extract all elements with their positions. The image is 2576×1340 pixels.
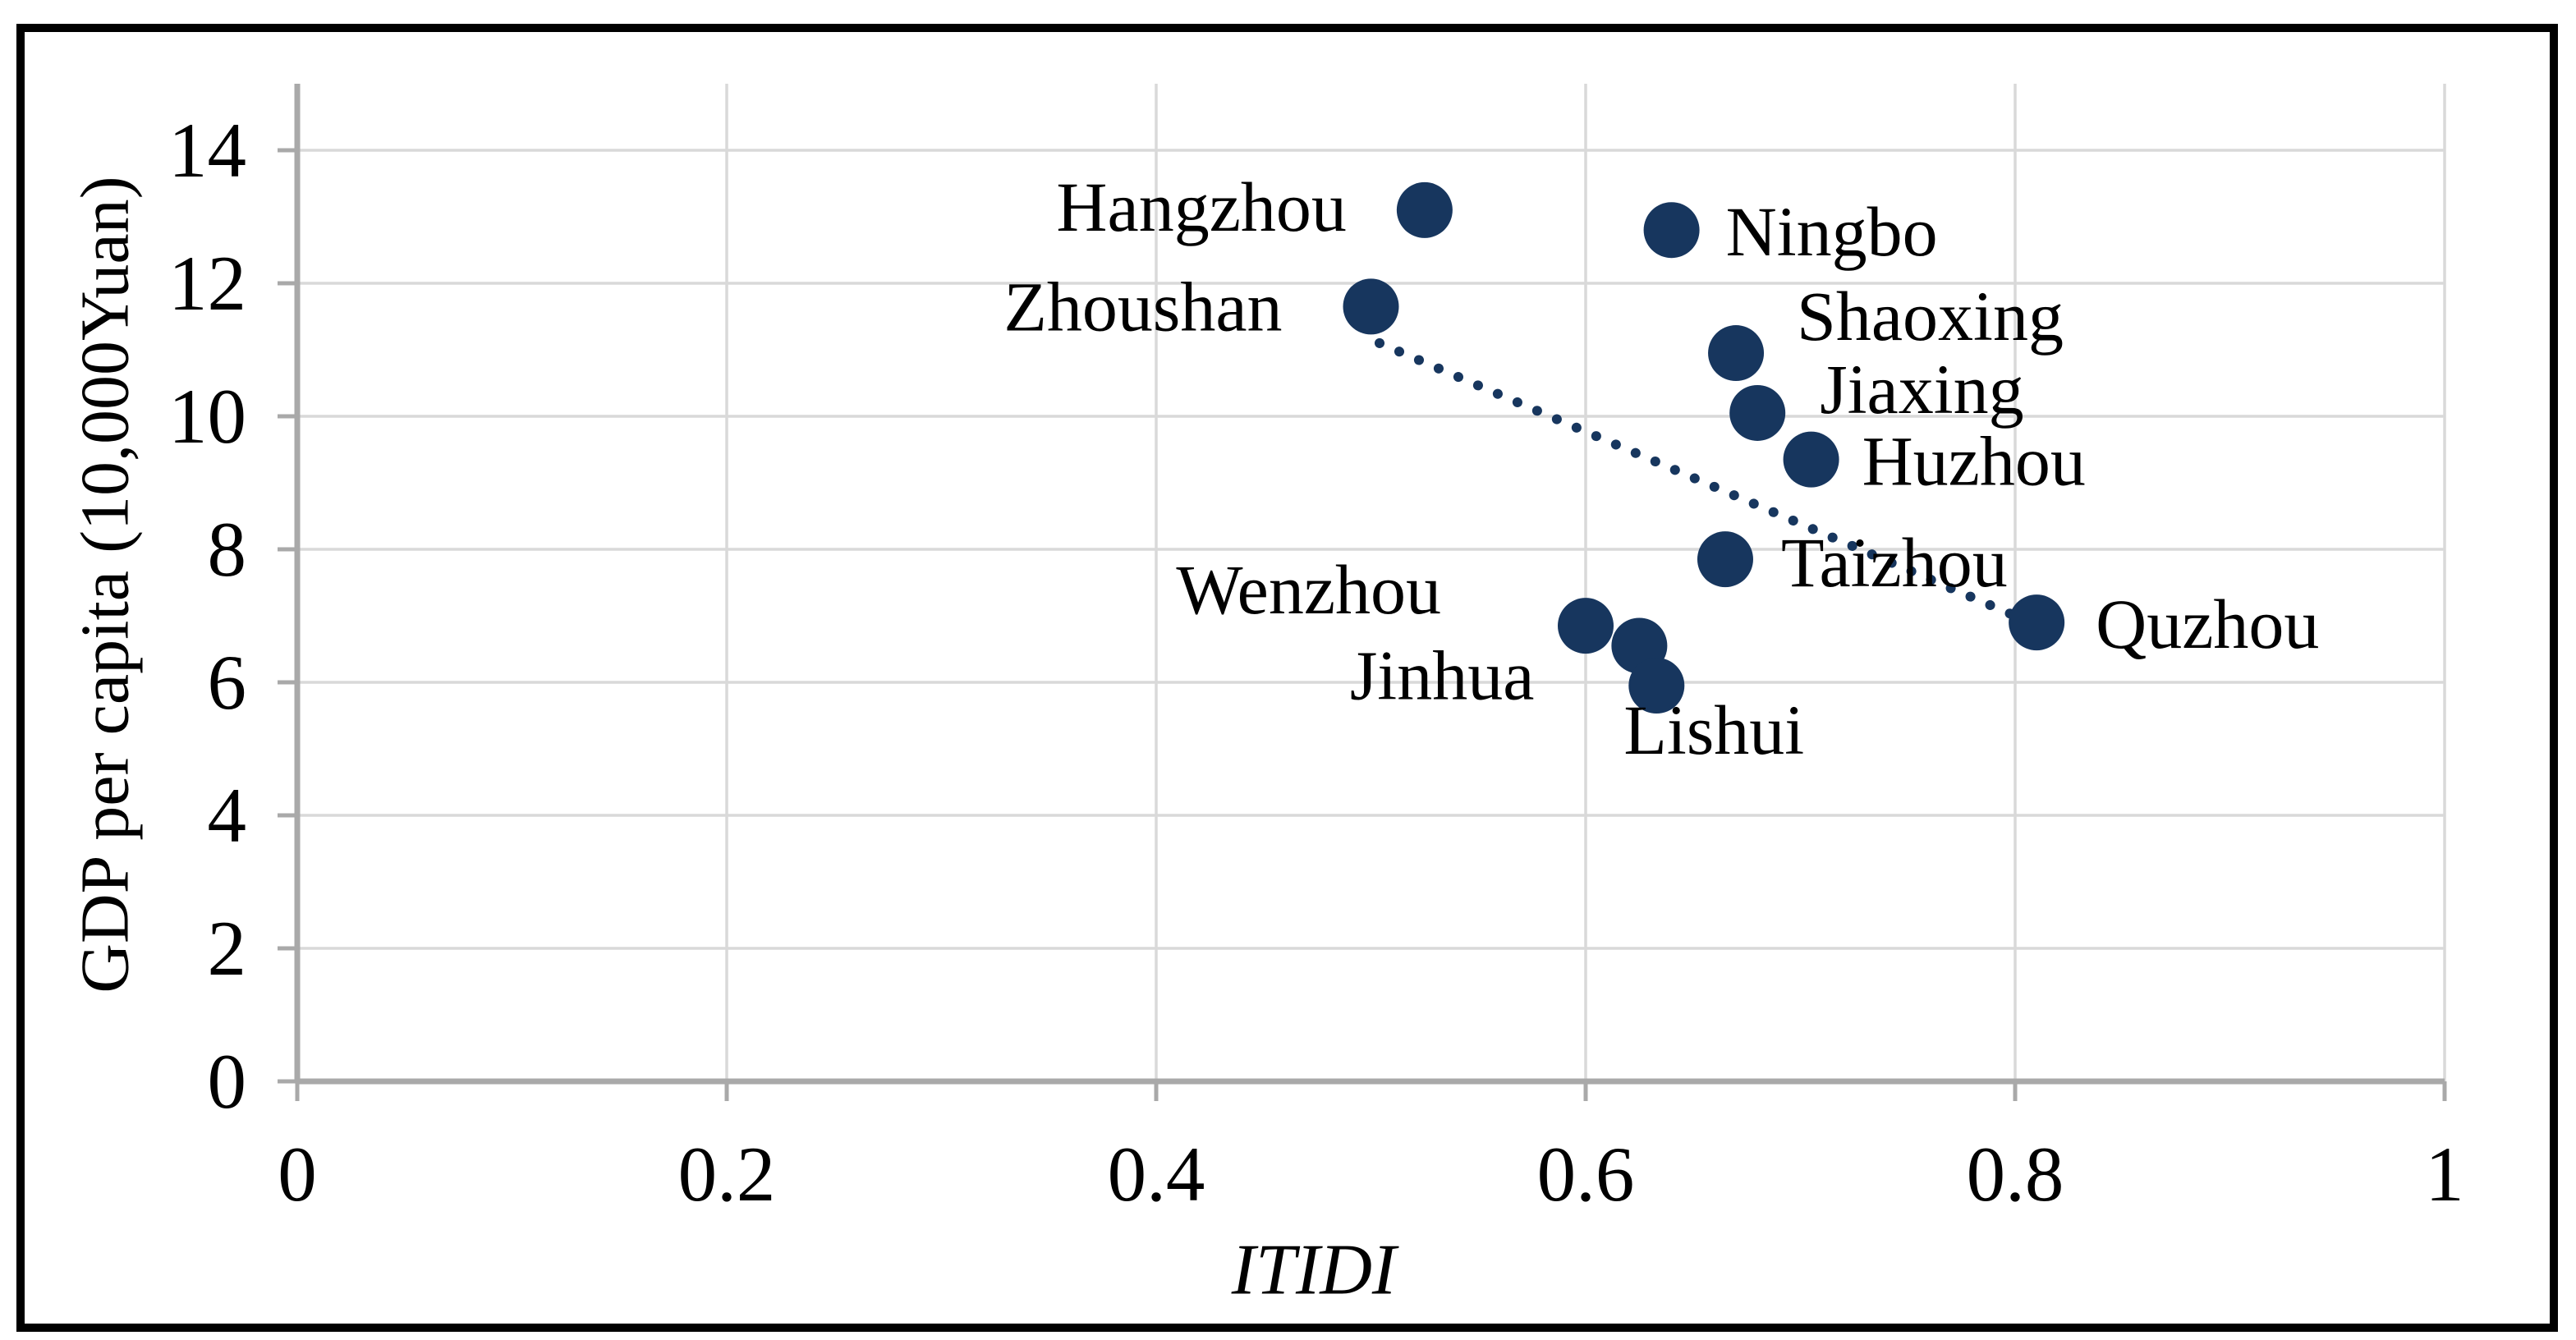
figure-border (16, 24, 2558, 1332)
data-point-huzhou (1783, 431, 1839, 488)
axis-lines (294, 84, 2445, 1085)
y-tick-label-2: 2 (208, 905, 247, 992)
trendline (1374, 337, 2020, 621)
data-point-lishui (1628, 658, 1685, 714)
x-tick-label-0.6: 0.6 (1537, 1131, 1635, 1218)
gridlines (297, 84, 2446, 1081)
y-tick-label-14: 14 (168, 107, 246, 194)
x-tick-label-0.8: 0.8 (1967, 1131, 2064, 1218)
data-point-labels: Hangzhou Ningbo Zhoushan ShaoxingJiaxingHuz… (1003, 168, 2319, 769)
point-label-jiaxing: Jiaxing (1820, 350, 2023, 429)
data-points (1343, 181, 2065, 714)
data-point-shaoxing (1708, 325, 1765, 382)
data-point-jiaxing (1729, 384, 1786, 441)
y-axis-title: GDP per capita (10,000Yuan) (67, 176, 144, 993)
y-tick-label-8: 8 (208, 506, 247, 593)
data-point-quzhou (2009, 594, 2065, 651)
x-axis-title: ITIDI (1231, 1231, 1399, 1310)
y-tick-label-0: 0 (208, 1038, 247, 1125)
point-label-hangzhou: Hangzhou (1056, 168, 1346, 246)
x-tick-labels: 0 0.2 0.4 0.6 0.8 1 (278, 1131, 2464, 1218)
data-point-hangzhou (1396, 181, 1453, 238)
y-tick-label-12: 12 (168, 240, 246, 327)
data-point-ningbo (1643, 202, 1700, 259)
point-label-huzhou: Huzhou (1862, 422, 2086, 501)
x-tick-label-1: 1 (2425, 1131, 2464, 1218)
y-tick-label-10: 10 (168, 373, 246, 460)
y-tick-labels: 0 2 4 6 8 10 12 14 (168, 107, 246, 1125)
point-label-quzhou: Quzhou (2096, 585, 2319, 663)
tick-marks (278, 148, 2447, 1101)
point-label-taizhou: Taizhou (1781, 523, 2008, 602)
point-label-shaoxing: Shaoxing (1797, 277, 2064, 356)
y-tick-label-4: 4 (208, 772, 247, 859)
x-tick-label-0.2: 0.2 (678, 1131, 776, 1218)
point-label-ningbo: Ningbo (1726, 192, 1938, 271)
x-tick-label-0: 0 (278, 1131, 317, 1218)
point-label-lishui: Lishui (1623, 691, 1804, 769)
point-label-wenzhou: Wenzhou (1176, 550, 1441, 629)
point-label-zhoushan: Zhoushan (1003, 267, 1282, 346)
data-point-wenzhou (1558, 598, 1614, 654)
y-tick-label-6: 6 (208, 639, 247, 726)
point-label-jinhua: Jinhua (1350, 636, 1535, 714)
data-point-zhoushan (1343, 278, 1399, 335)
x-tick-label-0.4: 0.4 (1108, 1131, 1205, 1218)
data-point-taizhou (1697, 531, 1753, 588)
